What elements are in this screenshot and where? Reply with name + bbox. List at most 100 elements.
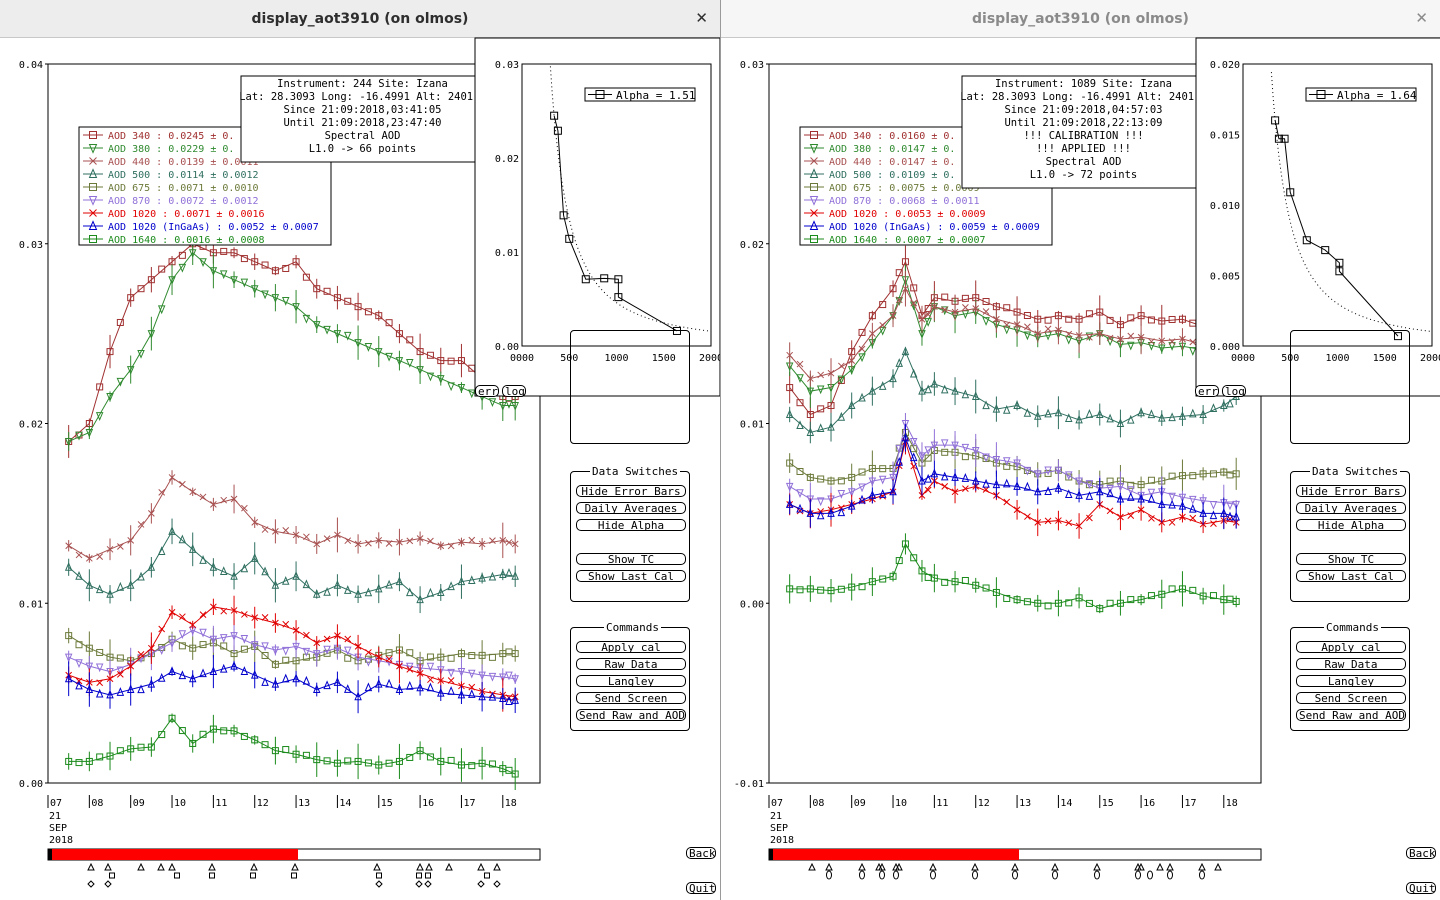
data-point [879,465,887,473]
data-point [199,493,207,501]
x-tick-label: 13 [298,798,310,809]
data-point [240,278,249,288]
data-point [924,318,932,327]
data-point [416,535,424,542]
data-point [323,287,331,295]
data-point [354,303,362,311]
marker-triangle [87,862,95,871]
send-raw-and-aod-button[interactable]: Send Raw and AOD [576,709,686,722]
hide-alpha-button[interactable]: Hide Alpha [1296,519,1406,532]
data-point [1002,478,1011,488]
data-point [879,321,887,329]
raw-data-button[interactable]: Raw Data [1296,658,1406,671]
data-point [924,384,932,394]
data-point [364,343,373,352]
marker-oval [1167,870,1173,880]
data-point [971,391,980,401]
close-icon[interactable]: ✕ [695,9,708,27]
marker-oval [972,870,978,880]
send-raw-and-aod-button[interactable]: Send Raw and AOD [1296,709,1406,722]
data-point [972,581,980,589]
legend-marker [809,168,819,178]
err-button[interactable]: err [475,385,499,398]
data-point [868,385,877,395]
langley-button[interactable]: Langley [576,675,686,688]
legend-marker [810,235,818,243]
hide-error-bars-button[interactable]: Hide Error Bars [1296,485,1406,498]
data-point [924,454,932,462]
err-button[interactable]: err [1195,385,1219,398]
right-window: display_aot3910 (on olmos) ✕ -0.01 0.00 0.… [721,0,1440,900]
hide-alpha-button[interactable]: Hide Alpha [576,519,686,532]
data-point [478,540,486,548]
data-point [209,666,218,676]
data-point [416,669,424,677]
info-line: Lat: 28.3093 Long: -16.4991 Alt: 2401 m [960,91,1207,103]
apply-cal-button[interactable]: Apply cal [576,641,686,654]
show-last-cal-button[interactable]: Show Last Cal [576,570,686,583]
data-point [878,489,887,498]
raw-data-button[interactable]: Raw Data [576,658,686,671]
marker-triangle [425,862,433,871]
apply-cal-button[interactable]: Apply cal [1296,641,1406,654]
daily-averages-button[interactable]: Daily Averages [1296,502,1406,515]
send-screen-button[interactable]: Send Screen [1296,692,1406,705]
data-point [1232,470,1240,478]
show-tc-button[interactable]: Show TC [576,553,686,566]
data-point [282,656,290,664]
x-tick-label: 11 [215,798,227,809]
data-point [292,750,300,758]
data-point [230,632,238,641]
close-icon[interactable]: ✕ [1415,9,1428,27]
data-point [302,579,311,589]
data-point [505,539,513,546]
data-point [1117,513,1124,521]
marker-diamond [375,880,383,888]
hide-error-bars-button[interactable]: Hide Error Bars [576,485,686,498]
back-button[interactable]: Back [1406,847,1436,860]
back-button[interactable]: Back [686,847,716,860]
alpha-x-tick-label: 500 [560,353,578,364]
show-tc-button[interactable]: Show TC [1296,553,1406,566]
log-button[interactable]: log [1222,385,1246,398]
data-point [210,603,217,611]
data-point [116,543,124,550]
data-point [447,756,455,764]
data-point [1085,491,1094,500]
data-point [343,684,352,693]
title-bar[interactable]: display_aot3910 (on olmos) ✕ [721,0,1440,38]
data-point [312,684,321,694]
data-point [178,251,186,259]
daily-averages-button[interactable]: Daily Averages [576,502,686,515]
x-tick-label: 17 [463,798,475,809]
data-point [837,362,845,370]
data-point [1178,500,1187,510]
show-last-cal-button[interactable]: Show Last Cal [1296,570,1406,583]
quit-button[interactable]: Quit [1406,882,1436,895]
quit-button[interactable]: Quit [686,882,716,895]
series-line [68,629,516,680]
data-point [806,508,815,517]
data-point [816,385,825,395]
data-point [447,654,455,662]
data-point [511,571,519,580]
plot-canvas[interactable]: 0.00 0.01 0.02 0.03 0.04 07 08 09 10 11 12 13 14 15 16… [0,0,720,900]
title-bar[interactable]: display_aot3910 (on olmos) ✕ [0,0,720,38]
data-point [858,345,866,353]
legend-entry: AOD 870 : 0.0068 ± 0.0011 [829,196,980,207]
log-button[interactable]: log [502,385,526,398]
data-point [96,553,104,560]
plot-canvas[interactable]: -0.01 0.00 0.01 0.02 0.03 07 08 09 10 11 12 13 14 15 1… [721,0,1440,900]
data-point [1189,586,1197,594]
data-point [272,527,279,535]
data-point [374,678,383,688]
langley-button[interactable]: Langley [1296,675,1406,688]
data-point [1106,413,1114,423]
marker-oval [1012,870,1018,880]
send-screen-button[interactable]: Send Screen [576,692,686,705]
data-point [1106,507,1114,515]
alpha-x-tick-label: 1000 [1325,353,1349,364]
data-point [230,495,238,503]
info-line: !!! CALIBRATION !!! [1023,130,1143,142]
